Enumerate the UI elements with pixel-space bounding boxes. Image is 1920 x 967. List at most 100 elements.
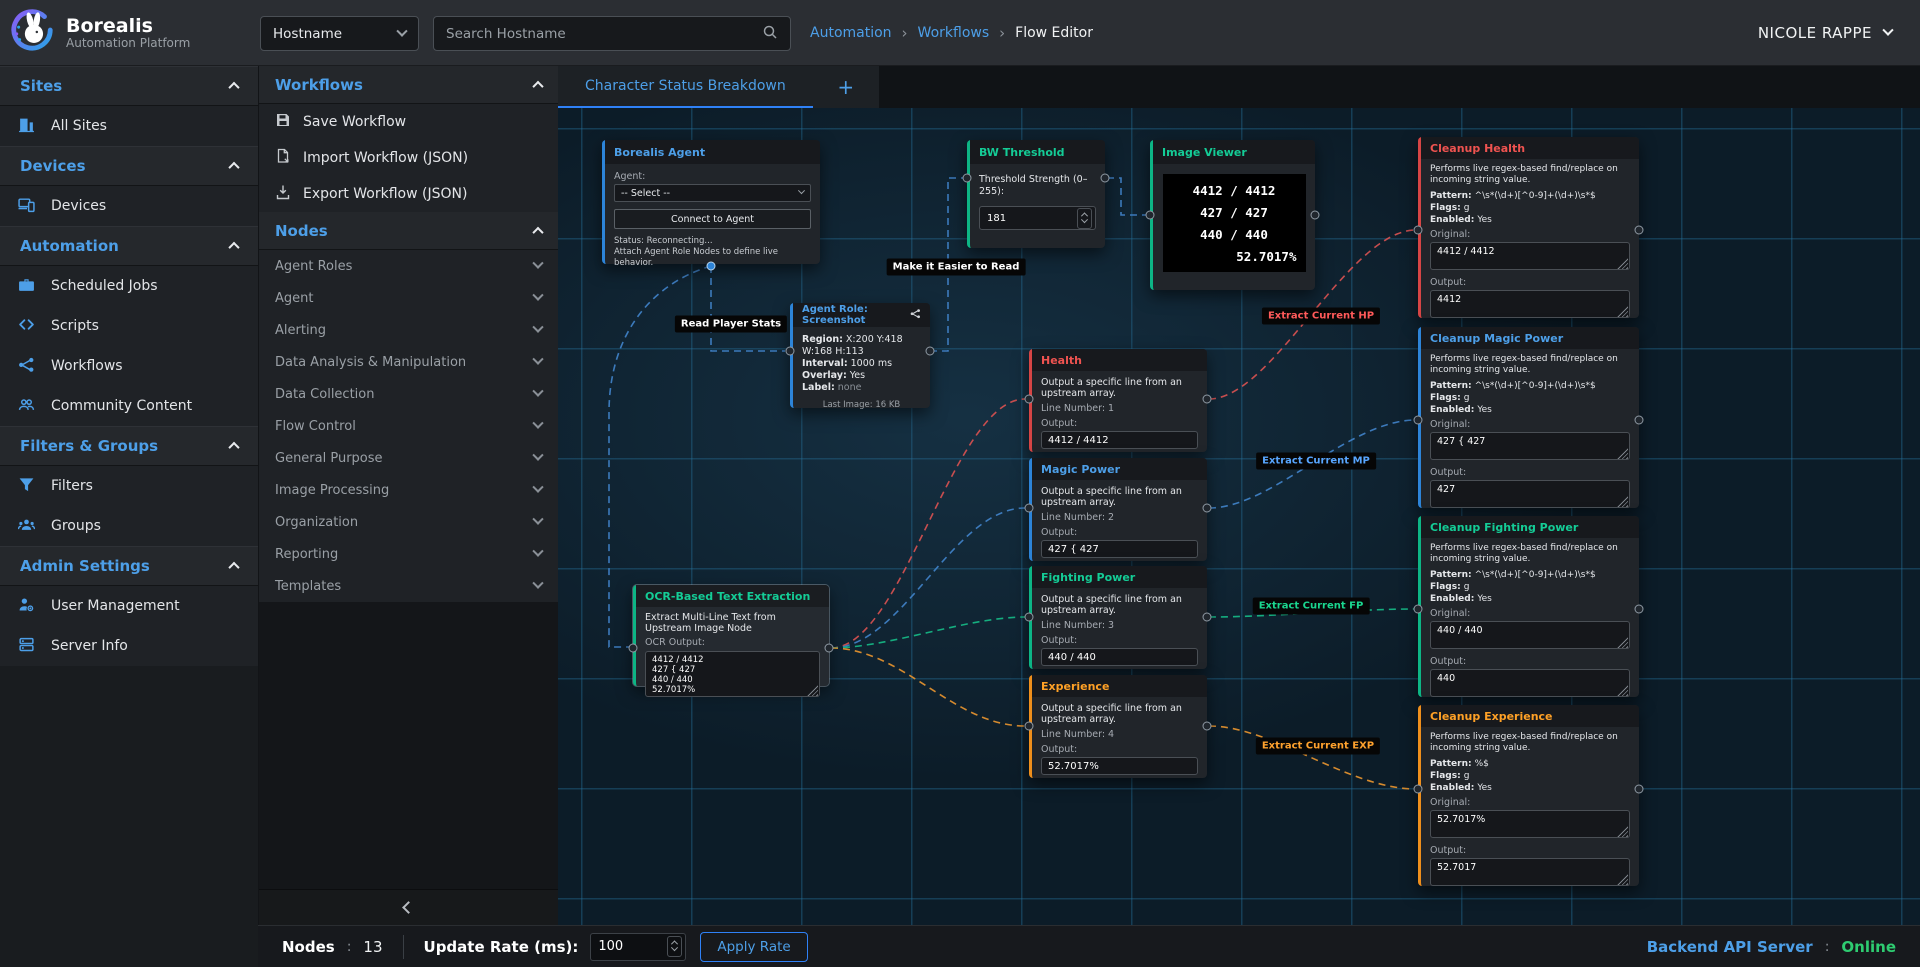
connection-handle[interactable] [926, 347, 935, 356]
update-rate-input[interactable] [591, 939, 667, 954]
connection-handle[interactable] [1203, 395, 1212, 404]
output-textarea[interactable]: 4412 [1430, 290, 1630, 318]
node-category-agent-roles[interactable]: Agent Roles [259, 250, 558, 282]
connection-handle[interactable] [1025, 613, 1034, 622]
node-category-organization[interactable]: Organization [259, 506, 558, 538]
sidebar-section-admin-settings[interactable]: Admin Settings [0, 546, 258, 586]
number-stepper[interactable] [1077, 208, 1092, 229]
share-alt-icon[interactable] [910, 308, 921, 322]
sidebar-section-filters-groups[interactable]: Filters & Groups [0, 426, 258, 466]
agent-select[interactable]: -- Select -- [614, 184, 811, 202]
connect-to-agent-button[interactable]: Connect to Agent [614, 209, 811, 229]
connection-handle[interactable] [963, 174, 972, 183]
output-input[interactable] [1041, 757, 1198, 775]
node-category-agent[interactable]: Agent [259, 282, 558, 314]
original-textarea[interactable]: 427 { 427 [1430, 432, 1630, 460]
node-category-flow-control[interactable]: Flow Control [259, 410, 558, 442]
node-category-reporting[interactable]: Reporting [259, 538, 558, 570]
connection-handle[interactable] [707, 262, 716, 271]
sidebar-section-automation[interactable]: Automation [0, 226, 258, 266]
output-input[interactable] [1041, 540, 1198, 558]
sidebar-item-user-management[interactable]: User Management [0, 586, 258, 626]
search-input[interactable] [446, 26, 762, 42]
node-category-image-processing[interactable]: Image Processing [259, 474, 558, 506]
ocr-output-textarea[interactable]: 4412 / 4412 427 { 427 440 / 440 52.7017% [645, 651, 820, 697]
import-workflow-button[interactable]: Import Workflow (JSON) [259, 140, 558, 176]
connection-handle[interactable] [786, 347, 795, 356]
sidebar-item-community-content[interactable]: Community Content [0, 386, 258, 426]
breadcrumb-automation[interactable]: Automation [810, 25, 892, 41]
connection-handle[interactable] [1311, 211, 1320, 220]
connection-handle[interactable] [1203, 722, 1212, 731]
user-menu[interactable]: NICOLE RAPPE [1758, 0, 1892, 66]
connection-handle[interactable] [1025, 395, 1034, 404]
connection-handle[interactable] [1635, 226, 1644, 235]
original-textarea[interactable]: 440 / 440 [1430, 621, 1630, 649]
flow-canvas[interactable]: Read Player Stats Make it Easier to Read… [558, 108, 1920, 925]
node-borealis-agent[interactable]: Borealis Agent Agent: -- Select -- Conne… [602, 140, 820, 264]
connection-handle[interactable] [629, 644, 638, 653]
search-box[interactable] [433, 16, 791, 51]
original-textarea[interactable]: 4412 / 4412 [1430, 242, 1630, 270]
sidebar-item-groups[interactable]: Groups [0, 506, 258, 546]
tab-character-status-breakdown[interactable]: Character Status Breakdown [558, 66, 813, 108]
panel-header-workflows[interactable]: Workflows [259, 66, 558, 104]
node-agent-role-screenshot[interactable]: Agent Role: Screenshot Region:X:200 Y:41… [790, 303, 930, 408]
connection-handle[interactable] [1414, 785, 1423, 794]
node-category-templates[interactable]: Templates [259, 570, 558, 602]
sidebar-section-sites[interactable]: Sites [0, 66, 258, 106]
connection-handle[interactable] [1025, 722, 1034, 731]
number-stepper[interactable] [667, 936, 682, 957]
sidebar-item-devices[interactable]: Devices [0, 186, 258, 226]
node-experience[interactable]: Experience Output a specific line from a… [1029, 675, 1207, 778]
connection-handle[interactable] [1101, 174, 1110, 183]
add-tab-button[interactable]: + [813, 66, 879, 108]
breadcrumb-workflows[interactable]: Workflows [918, 25, 990, 41]
sidebar-item-scripts[interactable]: Scripts [0, 306, 258, 346]
node-cleanup-experience[interactable]: Cleanup Experience Performs live regex-b… [1418, 705, 1639, 886]
export-workflow-button[interactable]: Export Workflow (JSON) [259, 176, 558, 212]
output-textarea[interactable]: 427 [1430, 480, 1630, 508]
connection-handle[interactable] [1635, 416, 1644, 425]
connection-handle[interactable] [1146, 211, 1155, 220]
node-fighting-power[interactable]: Fighting Power Output a specific line fr… [1029, 566, 1207, 669]
sidebar-item-workflows[interactable]: Workflows [0, 346, 258, 386]
connection-handle[interactable] [825, 644, 834, 653]
output-textarea[interactable]: 440 [1430, 669, 1630, 697]
sidebar-item-filters[interactable]: Filters [0, 466, 258, 506]
sidebar-item-all-sites[interactable]: All Sites [0, 106, 258, 146]
panel-header-nodes[interactable]: Nodes [259, 212, 558, 250]
connection-handle[interactable] [1635, 605, 1644, 614]
connection-handle[interactable] [1203, 504, 1212, 513]
sidebar-item-scheduled-jobs[interactable]: Scheduled Jobs [0, 266, 258, 306]
save-workflow-button[interactable]: Save Workflow [259, 104, 558, 140]
connection-handle[interactable] [1635, 785, 1644, 794]
node-image-viewer[interactable]: Image Viewer 4412 / 4412 427 / 427 440 /… [1150, 140, 1315, 290]
original-textarea[interactable]: 52.7017% [1430, 810, 1630, 838]
hostname-select[interactable]: Hostname [260, 16, 419, 51]
threshold-input[interactable] [980, 213, 1077, 224]
node-cleanup-health[interactable]: Cleanup Health Performs live regex-based… [1418, 137, 1639, 318]
apply-rate-button[interactable]: Apply Rate [700, 932, 807, 962]
node-category-data-collection[interactable]: Data Collection [259, 378, 558, 410]
node-ocr-text-extraction[interactable]: OCR-Based Text Extraction Extract Multi-… [633, 585, 829, 686]
node-category-data-analysis[interactable]: Data Analysis & Manipulation [259, 346, 558, 378]
node-health[interactable]: Health Output a specific line from an up… [1029, 349, 1207, 452]
node-bw-threshold[interactable]: BW Threshold Threshold Strength (0–255): [967, 140, 1105, 248]
connection-handle[interactable] [1414, 605, 1423, 614]
collapse-panel-button[interactable] [259, 889, 558, 925]
node-magic-power[interactable]: Magic Power Output a specific line from … [1029, 458, 1207, 561]
connection-handle[interactable] [1414, 226, 1423, 235]
connection-handle[interactable] [1203, 613, 1212, 622]
sidebar-section-devices[interactable]: Devices [0, 146, 258, 186]
output-input[interactable] [1041, 431, 1198, 449]
node-cleanup-magic-power[interactable]: Cleanup Magic Power Performs live regex-… [1418, 327, 1639, 508]
output-input[interactable] [1041, 648, 1198, 666]
node-category-alerting[interactable]: Alerting [259, 314, 558, 346]
node-category-general-purpose[interactable]: General Purpose [259, 442, 558, 474]
output-textarea[interactable]: 52.7017 [1430, 858, 1630, 886]
sidebar-item-server-info[interactable]: Server Info [0, 626, 258, 666]
connection-handle[interactable] [1414, 416, 1423, 425]
connection-handle[interactable] [1025, 504, 1034, 513]
node-cleanup-fighting-power[interactable]: Cleanup Fighting Power Performs live reg… [1418, 516, 1639, 697]
